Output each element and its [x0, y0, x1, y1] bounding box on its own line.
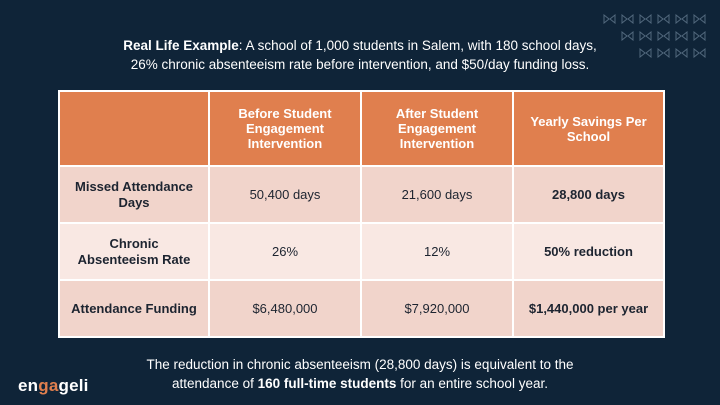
- triangle-icon: [639, 47, 652, 58]
- footer-line2-start: attendance of: [172, 376, 258, 391]
- triangle-icon: [603, 13, 616, 24]
- footer-line2-end: for an entire school year.: [396, 376, 548, 391]
- logo-suffix: geli: [58, 376, 89, 395]
- intro-line1: : A school of 1,000 students in Salem, w…: [238, 38, 597, 53]
- cell-savings: 28,800 days: [512, 165, 665, 224]
- header-after: After Student Engagement Intervention: [360, 90, 514, 167]
- cell-after: 21,600 days: [360, 165, 514, 224]
- logo-prefix: en: [18, 376, 39, 395]
- table-row: Missed Attendance Days 50,400 days 21,60…: [58, 165, 665, 224]
- row-label: Missed Attendance Days: [58, 165, 210, 224]
- footer-line1: The reduction in chronic absenteeism (28…: [146, 357, 574, 372]
- triangle-icon: [693, 47, 706, 58]
- triangle-icon: [621, 13, 634, 24]
- triangle-icon: [693, 13, 706, 24]
- engageli-logo: engageli: [18, 376, 89, 396]
- triangle-icon: [675, 47, 688, 58]
- row-label: Attendance Funding: [58, 279, 210, 338]
- cell-savings: 50% reduction: [512, 222, 665, 281]
- cell-after: 12%: [360, 222, 514, 281]
- intro-lead: Real Life Example: [123, 38, 239, 53]
- comparison-table: Before Student Engagement Intervention A…: [58, 90, 665, 338]
- cell-before: $6,480,000: [208, 279, 362, 338]
- footer-text: The reduction in chronic absenteeism (28…: [70, 355, 650, 393]
- footer-emphasis: 160 full-time students: [257, 376, 397, 391]
- header-before: Before Student Engagement Intervention: [208, 90, 362, 167]
- triangle-icon: [657, 13, 670, 24]
- cell-savings: $1,440,000 per year: [512, 279, 665, 338]
- table-row: Attendance Funding $6,480,000 $7,920,000…: [58, 279, 665, 338]
- intro-line2: 26% chronic absenteeism rate before inte…: [130, 57, 590, 72]
- triangle-icon: [675, 13, 688, 24]
- triangle-icon: [621, 30, 634, 41]
- triangle-pattern-icon: [594, 10, 706, 62]
- header-empty: [58, 90, 210, 167]
- triangle-icon: [639, 30, 652, 41]
- header-savings: Yearly Savings Per School: [512, 90, 665, 167]
- row-label: Chronic Absenteeism Rate: [58, 222, 210, 281]
- triangle-icon: [657, 47, 670, 58]
- cell-before: 50,400 days: [208, 165, 362, 224]
- triangle-icon: [639, 13, 652, 24]
- triangle-icon: [693, 30, 706, 41]
- triangle-icon: [675, 30, 688, 41]
- cell-before: 26%: [208, 222, 362, 281]
- cell-after: $7,920,000: [360, 279, 514, 338]
- triangle-icon: [657, 30, 670, 41]
- table-row: Chronic Absenteeism Rate 26% 12% 50% red…: [58, 222, 665, 281]
- logo-accent: ga: [38, 376, 59, 395]
- table-header-row: Before Student Engagement Intervention A…: [58, 90, 665, 167]
- intro-text: Real Life Example: A school of 1,000 stu…: [60, 36, 660, 74]
